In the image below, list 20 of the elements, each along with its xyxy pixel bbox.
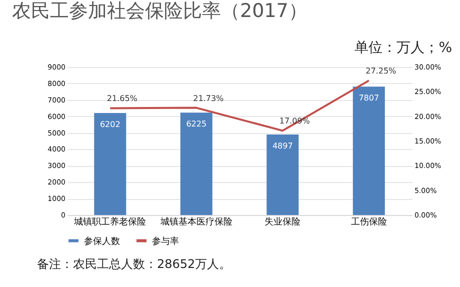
legend-label: 参与率 <box>152 236 179 247</box>
x-tick-label: 城镇基本医疗保险 <box>159 216 232 228</box>
text: 备注：农民工总人数：28652万人。 <box>37 257 232 271</box>
x-tick-label: 失业保险 <box>264 216 301 228</box>
data-label: 4897 <box>272 141 293 150</box>
x-tick-label: 工伤保险 <box>350 216 387 228</box>
data-label: 21.73% <box>193 94 224 103</box>
data-label: 7807 <box>358 94 380 103</box>
data-label: 6225 <box>186 120 207 129</box>
chart-title: 农民工参加社会保险比率（2017） <box>12 0 308 22</box>
legend-label: 参保人数 <box>84 236 120 247</box>
x-tick-label: 城镇职工养老保险 <box>73 216 146 228</box>
data-label: 21.65% <box>106 94 138 104</box>
bar <box>352 86 385 215</box>
data-label: 27.25% <box>366 66 397 76</box>
data-label: 6202 <box>100 120 120 130</box>
bar <box>266 134 299 215</box>
chart-subtitle: 单位：万人；% <box>354 40 452 56</box>
bar <box>180 112 212 215</box>
bar <box>94 113 126 215</box>
